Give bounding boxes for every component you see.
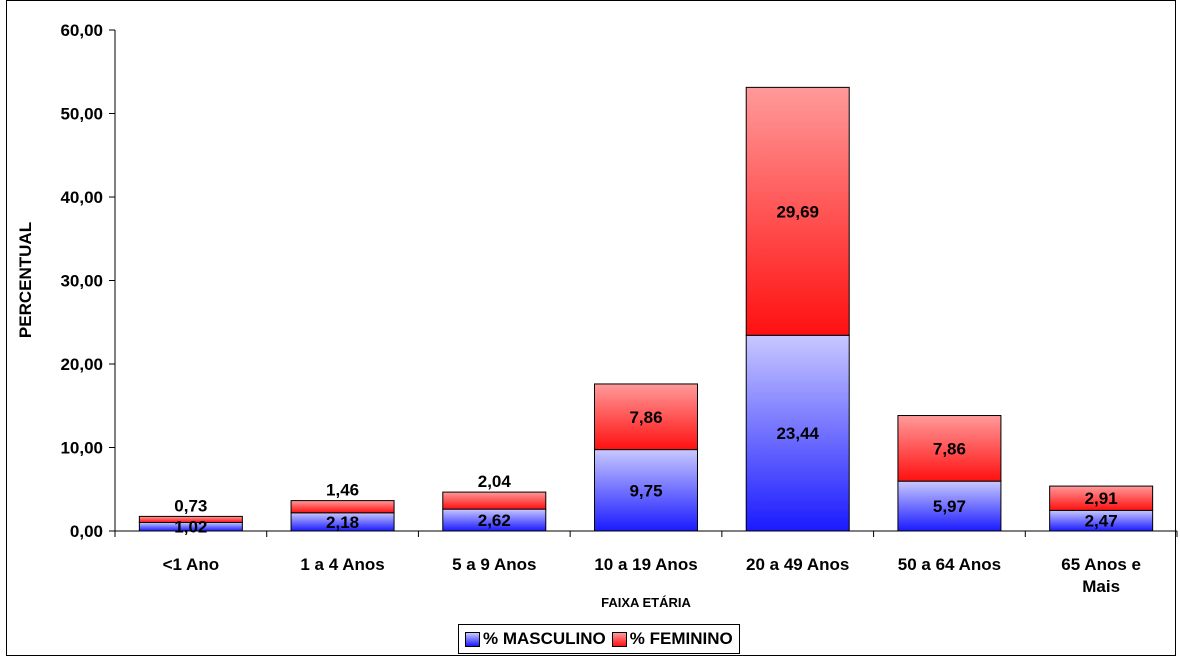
bar-feminino (138, 515, 243, 523)
x-tick-label: 5 a 9 Anos (452, 555, 536, 574)
data-label-masculino: 1,02 (174, 518, 207, 537)
data-label-masculino: 2,47 (1085, 512, 1118, 531)
data-label-masculino: 9,75 (629, 481, 662, 500)
bar-feminino (745, 86, 850, 336)
y-tick-label: 20,00 (60, 355, 103, 374)
data-label-masculino: 23,44 (776, 424, 819, 443)
legend: % MASCULINO % FEMININO (458, 624, 740, 654)
y-axis-title: PERCENTUAL (16, 222, 35, 338)
y-tick-label: 30,00 (60, 272, 103, 291)
y-tick-label: 60,00 (60, 21, 103, 40)
data-label-feminino: 7,86 (629, 408, 662, 427)
data-label-feminino: 0,73 (174, 496, 207, 515)
data-label-feminino: 7,86 (933, 439, 966, 458)
data-label-feminino: 29,69 (776, 202, 819, 221)
x-tick-label: 1 a 4 Anos (300, 555, 384, 574)
legend-label-masculino: % MASCULINO (483, 629, 606, 648)
x-tick-label: 20 a 49 Anos (746, 555, 849, 574)
bar-feminino (442, 491, 547, 510)
y-tick-label: 0,00 (70, 522, 103, 541)
y-tick-label: 50,00 (60, 105, 103, 124)
data-label-feminino: 2,04 (478, 472, 512, 491)
data-label-feminino: 2,91 (1085, 489, 1118, 508)
bar-feminino (1049, 485, 1154, 511)
bar-feminino (897, 415, 1002, 482)
legend-swatch-feminino (611, 631, 627, 647)
x-axis-title: FAIXA ETÁRIA (601, 595, 691, 610)
bar-feminino (290, 500, 395, 514)
legend-label-feminino: % FEMININO (629, 629, 733, 648)
x-tick-label: 50 a 64 Anos (898, 555, 1001, 574)
bar-masculino (594, 449, 698, 532)
chart-frame (6, 0, 1176, 656)
x-tick-label: 10 a 19 Anos (594, 555, 697, 574)
data-label-masculino: 5,97 (933, 497, 966, 516)
data-label-feminino: 1,46 (326, 481, 359, 500)
data-labels: 1,02 0,73 2,18 1,46 2,62 2,04 9,75 7,86 23,44 29,… (174, 202, 1117, 536)
legend-item-feminino: % FEMININO (611, 629, 733, 649)
y-tick-label: 10,00 (60, 439, 103, 458)
bars (138, 86, 1154, 532)
x-tick-label: 65 Anos e Mais (1061, 555, 1141, 596)
data-label-masculino: 2,62 (478, 511, 511, 530)
legend-item-masculino: % MASCULINO (465, 629, 606, 649)
data-label-masculino: 2,18 (326, 513, 359, 532)
y-tick-label: 40,00 (60, 188, 103, 207)
axes: 0,00 10,00 20,00 30,00 40,00 50,00 60,00 <1 Ano… (60, 21, 1178, 596)
legend-swatch-masculino (465, 631, 480, 647)
bar-feminino (594, 383, 698, 451)
x-tick-label: <1 Ano (163, 555, 220, 574)
bar-masculino (745, 334, 850, 532)
